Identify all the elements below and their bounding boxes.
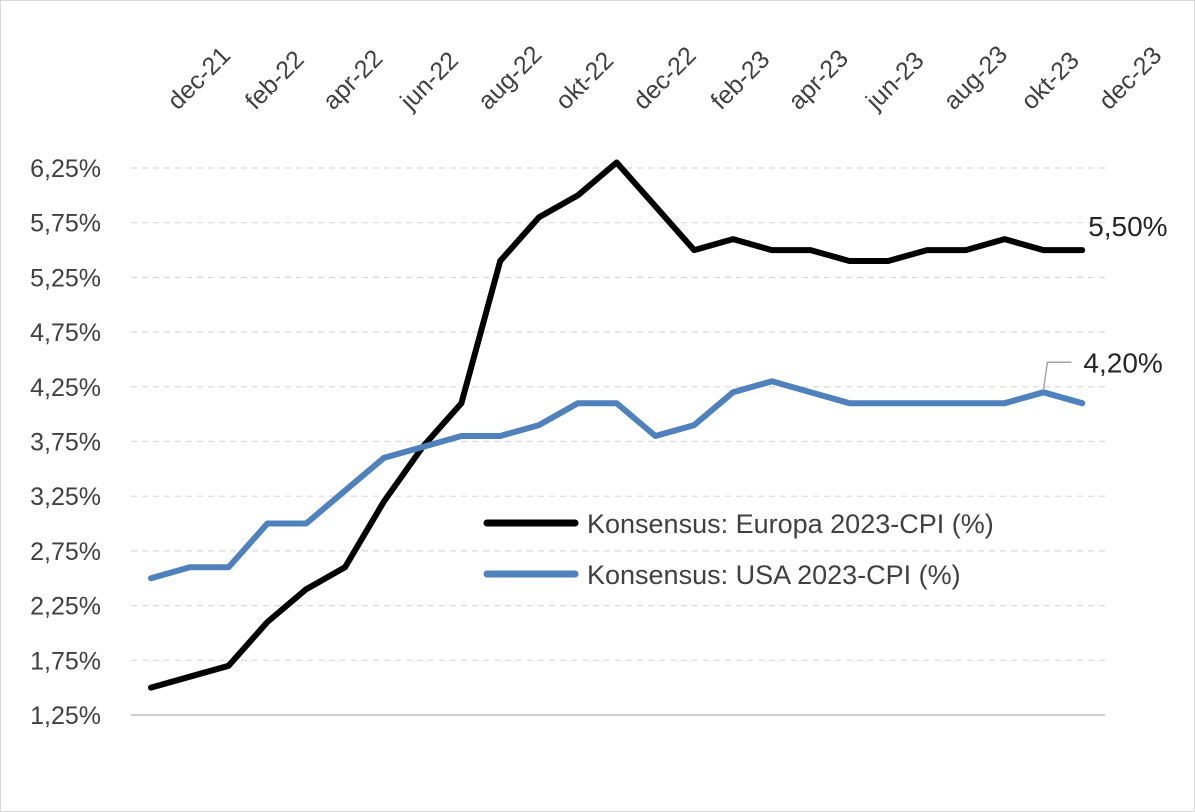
x-tick-label: aug-22 (473, 40, 548, 115)
y-tick-label: 5,25% (30, 264, 101, 292)
x-tick-label: apr-22 (317, 44, 388, 115)
x-tick-label: feb-22 (240, 45, 310, 115)
data-labels: 5,50% 4,20% (1042, 211, 1168, 391)
series-line-usa (148, 378, 1086, 582)
data-label-leader-line (1042, 361, 1072, 391)
y-tick-label: 6,25% (30, 155, 101, 183)
x-tick-label: dec-21 (162, 41, 236, 115)
y-tick-label: 1,25% (30, 702, 101, 730)
y-tick-label: 2,25% (30, 593, 101, 621)
y-tick-label: 5,75% (30, 210, 101, 238)
y-axis-tick-labels: 6,25% 5,75% 5,25% 4,75% 4,25% 3,75% 3,25% 2,75%… (30, 155, 101, 730)
x-tick-label: dec-23 (1093, 41, 1167, 115)
legend: Konsensus: Europa 2023-CPI (%) Konsensus:… (483, 509, 994, 590)
x-tick-label: jun-23 (860, 46, 930, 116)
series-lines (148, 159, 1086, 691)
series-line-europa (148, 159, 1086, 691)
legend-label: Konsensus: Europa 2023-CPI (%) (587, 509, 994, 539)
x-tick-label: apr-23 (783, 44, 854, 115)
legend-label: Konsensus: USA 2023-CPI (%) (587, 560, 961, 590)
x-tick-label: okt-23 (1016, 46, 1085, 115)
y-tick-label: 3,25% (30, 483, 101, 511)
y-tick-label: 1,75% (30, 647, 101, 675)
y-tick-label: 4,75% (30, 319, 101, 347)
y-tick-label: 2,75% (30, 538, 101, 566)
data-label-europa: 5,50% (1088, 211, 1167, 242)
y-tick-label: 3,75% (30, 429, 101, 457)
data-label-usa: 4,20% (1083, 347, 1162, 378)
x-axis-tick-labels: dec-21 feb-22 apr-22 jun-22 aug-22 okt-22 dec-… (162, 40, 1167, 116)
y-tick-label: 4,25% (30, 374, 101, 402)
x-tick-label: jun-22 (394, 46, 464, 116)
x-tick-label: feb-23 (705, 45, 775, 115)
x-tick-label: aug-23 (938, 40, 1013, 115)
x-tick-label: okt-22 (550, 46, 619, 115)
x-tick-label: dec-22 (628, 41, 702, 115)
